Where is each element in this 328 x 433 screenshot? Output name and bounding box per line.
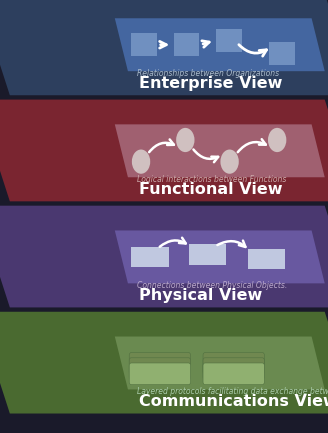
Text: Communications View: Communications View bbox=[139, 394, 328, 410]
FancyBboxPatch shape bbox=[203, 352, 264, 374]
Text: Connections between Physical Objects.: Connections between Physical Objects. bbox=[136, 281, 287, 290]
FancyBboxPatch shape bbox=[131, 246, 169, 267]
Polygon shape bbox=[0, 206, 328, 307]
FancyBboxPatch shape bbox=[248, 249, 285, 269]
FancyBboxPatch shape bbox=[129, 352, 191, 374]
Circle shape bbox=[132, 149, 150, 174]
FancyBboxPatch shape bbox=[269, 42, 295, 65]
Text: Enterprise View: Enterprise View bbox=[139, 76, 282, 91]
Text: Functional View: Functional View bbox=[139, 182, 282, 197]
Text: Layered protocols facilitating data exchange between Physical Objects: Layered protocols facilitating data exch… bbox=[136, 387, 328, 396]
FancyBboxPatch shape bbox=[203, 363, 264, 385]
Polygon shape bbox=[115, 18, 325, 71]
Circle shape bbox=[268, 128, 286, 152]
Polygon shape bbox=[0, 312, 328, 414]
FancyBboxPatch shape bbox=[131, 33, 157, 56]
FancyBboxPatch shape bbox=[129, 363, 191, 385]
Text: Physical View: Physical View bbox=[139, 288, 262, 304]
Polygon shape bbox=[0, 100, 328, 201]
Polygon shape bbox=[115, 336, 325, 389]
Text: Logical interactions between Functions: Logical interactions between Functions bbox=[136, 175, 286, 184]
FancyBboxPatch shape bbox=[174, 33, 199, 56]
FancyBboxPatch shape bbox=[203, 358, 264, 379]
FancyBboxPatch shape bbox=[129, 358, 191, 379]
Text: Relationships between Organizations: Relationships between Organizations bbox=[136, 69, 279, 78]
Polygon shape bbox=[0, 0, 328, 95]
Polygon shape bbox=[115, 124, 325, 177]
FancyBboxPatch shape bbox=[189, 244, 226, 265]
Circle shape bbox=[220, 149, 239, 174]
Polygon shape bbox=[115, 230, 325, 283]
FancyBboxPatch shape bbox=[216, 29, 242, 52]
Circle shape bbox=[176, 128, 195, 152]
